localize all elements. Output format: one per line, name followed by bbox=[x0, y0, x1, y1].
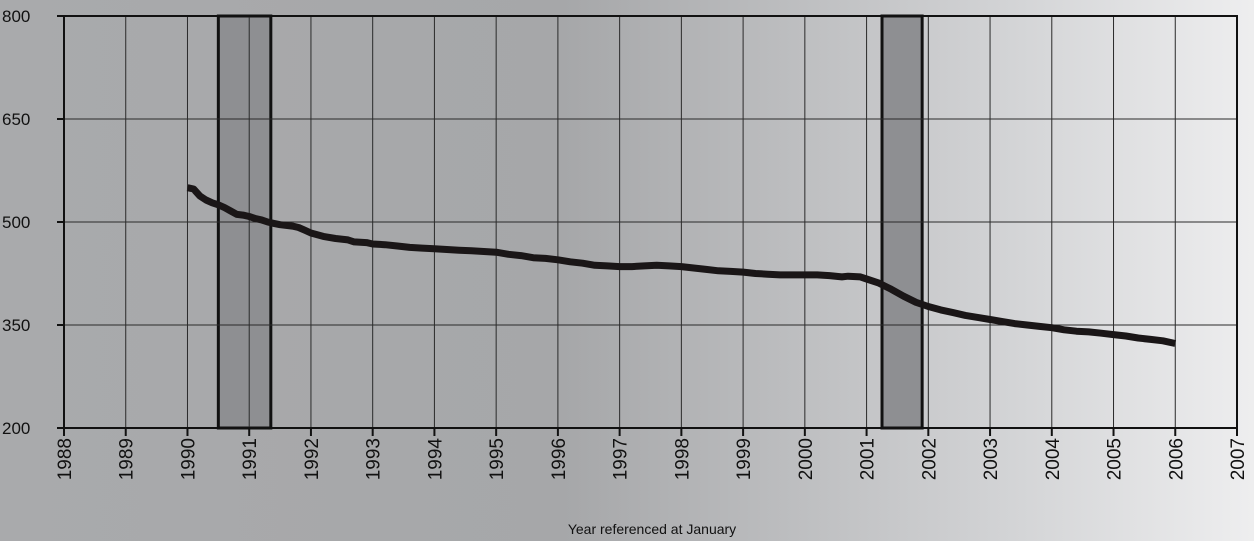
x-tick-label-1993: 1993 bbox=[364, 438, 385, 480]
x-tick-label-2006: 2006 bbox=[1166, 438, 1187, 480]
y-tick-label-650: 650 bbox=[2, 110, 30, 129]
x-tick-label-1996: 1996 bbox=[549, 438, 570, 480]
x-tick-label-1999: 1999 bbox=[734, 438, 755, 480]
x-tick-label-2007: 2007 bbox=[1228, 438, 1249, 480]
series-line-1 bbox=[186, 184, 1177, 347]
x-tick-label-2001: 2001 bbox=[858, 438, 879, 480]
y-tick-label-200: 200 bbox=[2, 419, 30, 438]
y-tick-label-800: 800 bbox=[2, 7, 30, 26]
x-tick-label-2000: 2000 bbox=[796, 438, 817, 480]
axes bbox=[57, 15, 1238, 436]
tick-labels: 200 350 500 650 800 1988 1989 1990 1991 1992 1993 1… bbox=[2, 7, 1249, 480]
x-tick-label-1995: 1995 bbox=[487, 438, 508, 480]
x-tick-label-2003: 2003 bbox=[981, 438, 1002, 480]
x-tick-label-1990: 1990 bbox=[178, 438, 199, 480]
x-tick-label-1991: 1991 bbox=[240, 438, 261, 480]
x-axis-title: Year referenced at January bbox=[568, 521, 736, 537]
x-tick-label-1988: 1988 bbox=[55, 438, 76, 480]
y-tick-label-500: 500 bbox=[2, 213, 30, 232]
x-tick-label-1997: 1997 bbox=[611, 438, 632, 480]
x-tick-label-2005: 2005 bbox=[1105, 438, 1126, 480]
x-tick-label-1992: 1992 bbox=[302, 438, 323, 480]
x-tick-label-1994: 1994 bbox=[425, 438, 446, 481]
x-tick-label-1998: 1998 bbox=[672, 438, 693, 480]
x-tick-label-2002: 2002 bbox=[919, 438, 940, 480]
y-tick-label-350: 350 bbox=[2, 316, 30, 335]
series-layer bbox=[186, 184, 1177, 347]
x-tick-label-2004: 2004 bbox=[1043, 438, 1064, 481]
x-tick-label-1989: 1989 bbox=[117, 438, 138, 480]
